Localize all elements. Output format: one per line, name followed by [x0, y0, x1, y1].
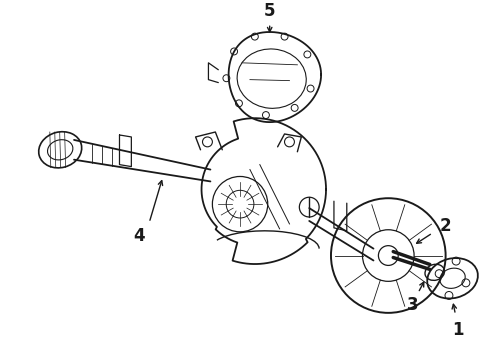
Text: 2: 2	[440, 217, 451, 235]
Text: 5: 5	[264, 3, 275, 21]
Text: 3: 3	[407, 296, 419, 314]
Text: 4: 4	[133, 227, 145, 245]
Text: 1: 1	[452, 321, 463, 339]
